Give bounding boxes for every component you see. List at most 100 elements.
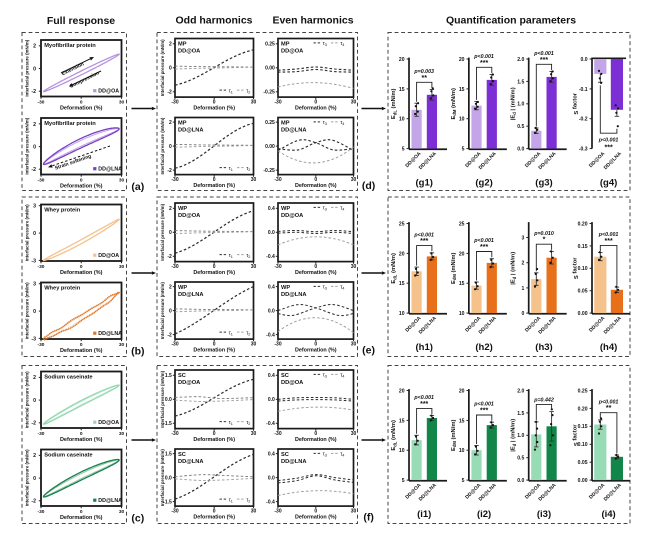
svg-text:EdM (mN/m): EdM (mN/m) — [451, 252, 457, 284]
svg-text:|Ed | (mN/m): |Ed | (mN/m) — [511, 419, 517, 452]
svg-text:SC: SC — [178, 452, 186, 458]
svg-text:0: 0 — [33, 67, 36, 73]
svg-text:Quantification parameters: Quantification parameters — [446, 14, 576, 26]
svg-text:1.5: 1.5 — [517, 79, 524, 85]
svg-text:τ1: τ1 — [229, 253, 233, 259]
svg-text:0.20: 0.20 — [578, 406, 588, 412]
svg-text:Deformation (%): Deformation (%) — [295, 347, 337, 353]
svg-text:0: 0 — [80, 509, 83, 515]
svg-text:30: 30 — [119, 509, 125, 515]
svg-text:0: 0 — [80, 342, 83, 348]
svg-text:Myofibrillar protein: Myofibrillar protein — [44, 121, 96, 127]
svg-text:(i3): (i3) — [537, 509, 551, 520]
svg-text:Interfacial pressure (mN/m): Interfacial pressure (mN/m) — [25, 117, 30, 174]
svg-text:0: 0 — [314, 177, 317, 183]
svg-text:p<0.001: p<0.001 — [413, 395, 434, 401]
svg-text:0.0: 0.0 — [581, 57, 588, 63]
svg-text:20: 20 — [399, 57, 405, 63]
svg-text:-0.1: -0.1 — [579, 87, 588, 93]
svg-text:2: 2 — [169, 42, 172, 48]
svg-text:DD@OA: DD@OA — [98, 253, 119, 259]
svg-text:Whey protein: Whey protein — [44, 207, 81, 213]
svg-text:Interfacial pressure (mN/m): Interfacial pressure (mN/m) — [160, 370, 165, 427]
svg-text:10: 10 — [399, 311, 405, 317]
svg-text:*: * — [543, 237, 546, 244]
svg-text:p=0.442: p=0.442 — [533, 397, 554, 403]
svg-text:p<0.001: p<0.001 — [473, 54, 494, 60]
svg-text:1.0: 1.0 — [517, 102, 524, 108]
svg-text:WP: WP — [178, 285, 187, 291]
svg-text:0: 0 — [213, 264, 216, 270]
svg-text:τ1: τ1 — [229, 420, 233, 426]
svg-text:Deformation (%): Deformation (%) — [295, 437, 337, 443]
svg-text:0: 0 — [80, 100, 83, 106]
svg-text:p<0.001: p<0.001 — [598, 232, 619, 238]
svg-text:0: 0 — [314, 509, 317, 515]
svg-text:***: *** — [480, 408, 488, 415]
svg-text:0.0: 0.0 — [268, 230, 275, 236]
svg-text:1.0: 1.0 — [517, 433, 524, 439]
svg-text:(g3): (g3) — [535, 178, 552, 189]
svg-text:-30: -30 — [38, 178, 45, 184]
svg-text:τ3: τ3 — [323, 285, 327, 291]
svg-text:-2: -2 — [31, 89, 36, 95]
svg-text:SC: SC — [178, 373, 186, 379]
svg-text:***: *** — [420, 238, 428, 245]
svg-text:0.25: 0.25 — [265, 42, 275, 48]
svg-text:0.10: 0.10 — [578, 442, 588, 448]
svg-text:-30: -30 — [38, 509, 45, 515]
svg-text:30: 30 — [251, 264, 257, 270]
svg-text:(i1): (i1) — [417, 509, 431, 520]
svg-text:0.15: 0.15 — [578, 424, 588, 430]
svg-text:-3: -3 — [31, 258, 36, 264]
svg-text:EdL (mN/m): EdL (mN/m) — [391, 88, 397, 119]
svg-text:2: 2 — [169, 206, 172, 212]
svg-text:0.0: 0.0 — [517, 147, 524, 153]
svg-text:0: 0 — [213, 342, 216, 348]
svg-text:0: 0 — [33, 398, 36, 404]
svg-text:DD@LNA: DD@LNA — [281, 459, 306, 465]
svg-text:DD@LNA: DD@LNA — [98, 166, 122, 172]
svg-text:Deformation (%): Deformation (%) — [60, 106, 103, 112]
svg-text:5: 5 — [402, 147, 405, 153]
svg-text:-0.4: -0.4 — [266, 254, 275, 260]
svg-text:Interfacial pressure (mN/m): Interfacial pressure (mN/m) — [160, 203, 165, 260]
svg-text:30: 30 — [351, 431, 357, 437]
svg-text:1: 1 — [521, 286, 524, 292]
svg-text:-30: -30 — [38, 342, 45, 348]
svg-text:30: 30 — [351, 509, 357, 515]
svg-text:p<0.001: p<0.001 — [473, 238, 494, 244]
svg-text:τ2: τ2 — [246, 88, 250, 94]
svg-text:-30: -30 — [38, 264, 45, 270]
svg-text:(h4): (h4) — [600, 342, 617, 353]
svg-text:DD@OA: DD@OA — [98, 420, 119, 426]
svg-text:τ1: τ1 — [229, 330, 233, 336]
svg-text:Interfacial pressure (mN/m): Interfacial pressure (mN/m) — [25, 282, 30, 339]
svg-text:p=0.010: p=0.010 — [533, 231, 554, 237]
svg-text:τ1: τ1 — [229, 166, 233, 172]
svg-text:0: 0 — [213, 431, 216, 437]
svg-text:-0.2: -0.2 — [579, 117, 588, 123]
svg-text:0: 0 — [314, 342, 317, 348]
svg-text:WP: WP — [281, 285, 290, 291]
svg-text:(h3): (h3) — [535, 342, 552, 353]
svg-text:30: 30 — [119, 431, 125, 437]
svg-text:Deformation (%): Deformation (%) — [60, 515, 103, 521]
svg-text:WP: WP — [178, 206, 187, 212]
svg-text:0.0: 0.0 — [268, 397, 275, 403]
svg-text:0: 0 — [213, 100, 216, 106]
svg-text:-2: -2 — [167, 332, 172, 338]
svg-text:-1.5: -1.5 — [163, 421, 172, 427]
svg-text:DD@LNA: DD@LNA — [98, 331, 122, 337]
svg-text:Interfacial pressure (mN/m): Interfacial pressure (mN/m) — [25, 204, 30, 261]
svg-text:30: 30 — [251, 509, 257, 515]
svg-text:τ4: τ4 — [340, 41, 344, 47]
svg-text:0.5: 0.5 — [517, 456, 524, 462]
svg-text:-3: -3 — [31, 336, 36, 342]
svg-text:(c): (c) — [131, 513, 144, 525]
svg-text:0: 0 — [169, 66, 172, 72]
svg-text:0.5: 0.5 — [517, 124, 524, 130]
svg-text:p<0.001: p<0.001 — [473, 402, 494, 408]
svg-text:0.10: 0.10 — [578, 266, 588, 272]
svg-text:-0.25: -0.25 — [263, 168, 275, 174]
